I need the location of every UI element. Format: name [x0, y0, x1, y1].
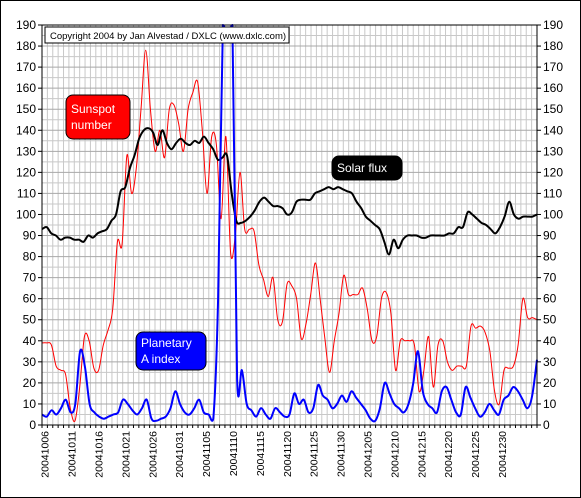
y-tick-label-left: 50 — [23, 313, 37, 327]
series-layer — [41, 24, 538, 423]
y-tick-label-right: 50 — [543, 313, 557, 327]
y-tick-label-left: 80 — [23, 250, 37, 264]
x-tick-label: 20041225 — [470, 431, 482, 478]
y-tick-label-right: 120 — [543, 165, 563, 179]
series-label-sunspot-number: Sunspot number — [65, 94, 131, 140]
y-tick-label-right: 110 — [543, 186, 562, 200]
y-tick-label-right: 140 — [543, 123, 563, 137]
x-tick-label: 20041110 — [228, 431, 240, 476]
y-tick-label-right: 90 — [543, 229, 557, 243]
series-labels: Solar flux Sunspot number Planetary A index — [65, 94, 403, 371]
y-tick-label-right: 10 — [543, 397, 557, 411]
y-tick-label-left: 160 — [16, 81, 36, 95]
y-tick-label-right: 70 — [543, 271, 557, 285]
x-tick-label: 20041016 — [93, 431, 105, 478]
series-label-planetary-a-index: Planetary A index — [135, 331, 207, 371]
x-tick-label: 20041021 — [120, 431, 132, 478]
series-label-text: Planetary — [141, 336, 192, 350]
x-tick-label: 20041210 — [389, 431, 401, 478]
x-tick-label: 20041105 — [201, 431, 213, 477]
x-tick-label: 20041220 — [443, 431, 455, 478]
y-axis-left: 0 10 20 30 40 50 60 70 80 90 100 110 120 130 140 150 160… — [16, 18, 42, 432]
x-axis: 20041006 20041011 20041016 20041021 20041026… — [40, 425, 538, 478]
y-tick-label-right: 0 — [543, 418, 550, 432]
y-tick-label-left: 90 — [23, 229, 37, 243]
series-line-planetary-a-index — [41, 24, 538, 423]
series-label-text: Solar flux — [337, 161, 387, 175]
series-line-sunspot-number — [41, 49, 538, 423]
y-tick-label-right: 20 — [543, 376, 557, 390]
y-tick-label-left: 100 — [16, 207, 36, 221]
y-tick-label-left: 30 — [23, 355, 37, 369]
x-tick-label: 20041215 — [416, 431, 428, 478]
x-tick-label: 20041011 — [67, 431, 79, 477]
x-tick-label: 20041130 — [336, 431, 348, 477]
series-line-solar-flux — [41, 127, 538, 256]
x-tick-label: 20041026 — [147, 431, 159, 478]
y-tick-label-left: 130 — [16, 144, 36, 158]
copyright-text: Copyright 2004 by Jan Alvestad / DXLC (w… — [50, 31, 286, 42]
x-tick-label: 20041031 — [174, 431, 186, 478]
x-tick-label: 20041006 — [40, 431, 52, 478]
copyright-box: Copyright 2004 by Jan Alvestad / DXLC (w… — [44, 26, 290, 44]
y-axis-right: 0 10 20 30 40 50 60 70 80 90 100 110 120 130 140 150 160… — [537, 18, 563, 432]
y-tick-label-left: 140 — [16, 123, 36, 137]
x-tick-label: 20041205 — [363, 431, 375, 478]
series-label-text: Sunspot — [71, 102, 116, 116]
y-tick-label-left: 150 — [16, 102, 36, 116]
y-tick-label-right: 160 — [543, 81, 563, 95]
y-tick-label-left: 0 — [29, 418, 36, 432]
y-tick-label-right: 130 — [543, 144, 563, 158]
y-tick-label-right: 190 — [543, 18, 563, 32]
y-tick-label-left: 40 — [23, 334, 37, 348]
y-tick-label-right: 180 — [543, 39, 563, 53]
x-tick-label: 20041115 — [255, 431, 267, 476]
y-tick-label-left: 60 — [23, 292, 37, 306]
y-tick-label-left: 20 — [23, 376, 37, 390]
y-tick-label-left: 10 — [23, 397, 37, 411]
x-tick-label: 20041120 — [282, 431, 294, 477]
y-tick-label-right: 60 — [543, 292, 557, 306]
x-tick-label: 20041125 — [309, 431, 321, 477]
series-label-solar-flux: Solar flux — [331, 155, 403, 181]
y-tick-label-right: 150 — [543, 102, 563, 116]
y-tick-label-left: 120 — [16, 165, 36, 179]
series-label-text: number — [71, 118, 112, 132]
y-tick-label-right: 170 — [543, 60, 563, 74]
x-tick-label: 20041230 — [497, 431, 509, 478]
y-tick-label-right: 100 — [543, 207, 563, 221]
y-tick-label-left: 180 — [16, 39, 36, 53]
y-tick-label-left: 170 — [16, 60, 36, 74]
y-tick-label-right: 80 — [543, 250, 557, 264]
y-tick-label-right: 30 — [543, 355, 557, 369]
y-tick-label-left: 190 — [16, 18, 36, 32]
y-tick-label-right: 40 — [543, 334, 557, 348]
y-tick-label-left: 110 — [17, 186, 36, 200]
y-tick-label-left: 70 — [23, 271, 37, 285]
series-label-text: A index — [141, 352, 180, 366]
